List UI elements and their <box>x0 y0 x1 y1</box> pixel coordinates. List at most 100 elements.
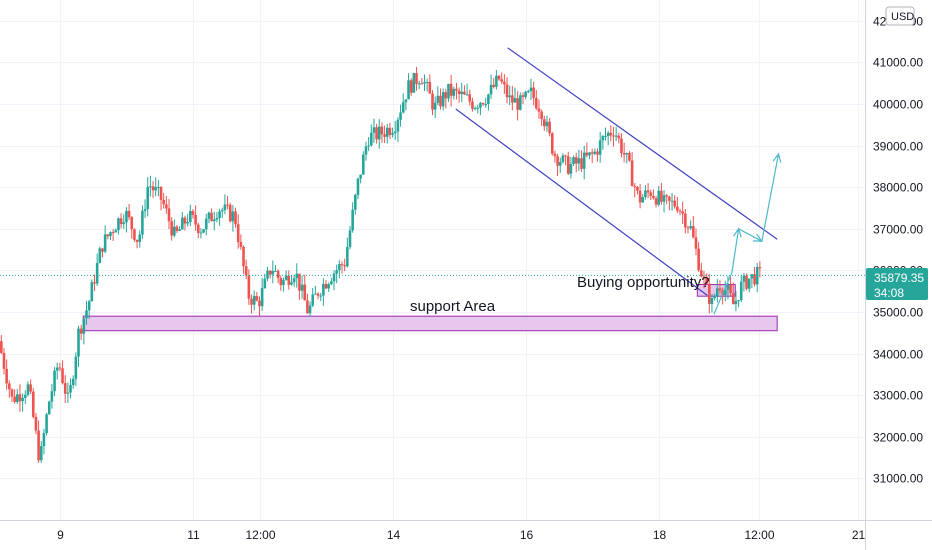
x-tick-label: 18 <box>653 528 667 542</box>
candle-body <box>625 153 629 155</box>
candle-body <box>409 80 413 93</box>
candle-body <box>218 211 221 218</box>
candle-body <box>359 174 362 179</box>
candle-body <box>138 234 142 242</box>
candle-body <box>0 341 3 353</box>
candle-body <box>601 136 605 141</box>
x-tick-label: 11 <box>187 528 200 542</box>
candle-body <box>55 367 59 371</box>
candle-body <box>428 82 432 94</box>
candle-body <box>609 132 613 136</box>
candle-body <box>322 283 325 296</box>
candle-body <box>98 248 102 264</box>
x-tick-label: 12:00 <box>245 528 275 542</box>
candle-body <box>319 295 323 297</box>
candle-body <box>170 221 173 236</box>
candle-body <box>183 217 187 224</box>
candle-body <box>276 270 280 278</box>
candle-body <box>441 92 445 107</box>
candle-body <box>23 394 27 398</box>
candle-body <box>271 271 275 275</box>
candle-body <box>372 127 376 133</box>
candle-body <box>433 102 437 110</box>
candle-body <box>532 87 535 98</box>
currency-label: USD <box>891 11 914 23</box>
candle-body <box>351 209 354 231</box>
candle-body <box>298 273 301 291</box>
candle-body <box>407 80 410 100</box>
candle-body <box>207 212 211 219</box>
candle-body <box>497 75 501 80</box>
candle-body <box>274 270 277 272</box>
candle-body <box>250 298 253 305</box>
candle-body <box>636 186 639 191</box>
candle-body <box>511 95 514 103</box>
candle-body <box>234 211 237 225</box>
candle-body <box>739 281 743 301</box>
candle-body <box>231 211 235 222</box>
candle-body <box>660 190 663 202</box>
support-area-label: support Area <box>410 298 496 315</box>
currency-badge[interactable]: USD <box>885 6 915 26</box>
candle-body <box>167 208 171 222</box>
candle-body <box>692 226 695 238</box>
candle-body <box>457 90 461 94</box>
candle-body <box>500 79 503 82</box>
candle-body <box>444 92 448 99</box>
candle-body <box>569 163 573 174</box>
candle-body <box>425 82 429 84</box>
candle-body <box>85 310 88 319</box>
candle-body <box>178 229 181 231</box>
candle-body <box>697 248 700 271</box>
candle-body <box>644 190 647 198</box>
candle-body <box>665 195 669 197</box>
candle-body <box>220 210 224 212</box>
candle-body <box>710 298 714 304</box>
candle-body <box>676 206 679 211</box>
candle-body <box>143 209 147 211</box>
candle-body <box>750 274 754 279</box>
candle-body <box>548 121 551 134</box>
candle-body <box>247 275 251 299</box>
candle-body <box>39 446 43 461</box>
candle-body <box>742 275 746 282</box>
candle-body <box>18 394 22 402</box>
candle-body <box>95 263 99 284</box>
candle-body <box>82 318 86 334</box>
candle-body <box>622 152 626 155</box>
candle-body <box>715 288 719 297</box>
candle-body <box>521 95 525 97</box>
candle-body <box>489 84 493 95</box>
candle-body <box>127 210 131 218</box>
candle-body <box>628 153 631 161</box>
candle-body <box>330 281 333 285</box>
candle-body <box>90 282 94 302</box>
candle-body <box>689 226 692 229</box>
candle-body <box>747 278 751 289</box>
candle-body <box>130 217 134 230</box>
candle-body <box>633 186 637 188</box>
candle-body <box>596 151 599 155</box>
candle-body <box>292 278 296 283</box>
candle-body <box>542 119 546 127</box>
candle-body <box>119 218 123 224</box>
candle-body <box>556 156 559 166</box>
candle-body <box>468 94 472 102</box>
candle-body <box>527 91 530 93</box>
candle-body <box>189 211 192 223</box>
candle-body <box>284 275 288 280</box>
candle-body <box>109 232 112 237</box>
candle-body <box>718 288 722 291</box>
price-tag: 35879.35 34:08 <box>866 268 928 300</box>
candle-body <box>449 83 453 96</box>
candle-body <box>340 264 344 266</box>
candle-body <box>212 219 216 222</box>
candle-body <box>588 152 591 156</box>
candle-body <box>29 384 32 392</box>
candle-body <box>354 194 357 210</box>
candle-body <box>524 91 527 97</box>
y-tick-label: 39000.00 <box>873 140 923 154</box>
candle-body <box>53 370 56 392</box>
candle-body <box>306 300 309 314</box>
candle-body <box>287 275 291 285</box>
